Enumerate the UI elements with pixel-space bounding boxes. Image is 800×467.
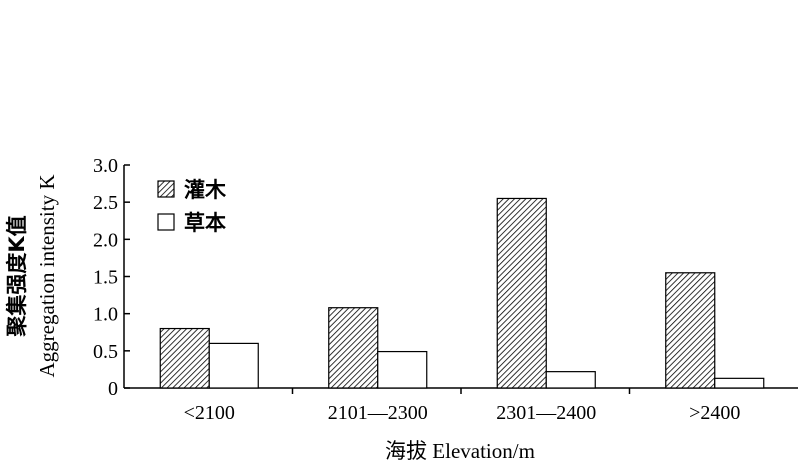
bar-herb-0 <box>208 342 259 389</box>
legend: 灌木 草本 <box>157 178 227 235</box>
x-axis-label: 海拔 Elevation/m <box>385 439 535 463</box>
y-tick-label: 1.0 <box>93 304 118 326</box>
x-tick-label: <2100 <box>184 402 235 424</box>
bar-shrub-0 <box>159 327 210 389</box>
y-tick-label: 2.0 <box>93 229 118 251</box>
bars <box>159 197 765 389</box>
y-tick-label: 1.5 <box>93 267 118 289</box>
x-tick-label: 2301—2400 <box>496 402 596 424</box>
x-tick-label: 2101—2300 <box>328 402 428 424</box>
y-tick-label: 0.5 <box>93 341 118 363</box>
x-tick-label: >2400 <box>689 402 740 424</box>
bar-shrub-1 <box>328 307 379 389</box>
y-tick-label: 0 <box>108 378 118 400</box>
bar-herb-2 <box>545 371 596 389</box>
bar-herb-3 <box>714 377 765 389</box>
y-tick-label: 3.0 <box>93 155 118 177</box>
bar-shrub-2 <box>496 197 547 389</box>
legend-swatch-herb <box>157 213 175 231</box>
y-axis-label-cn: 聚集强度K值 <box>5 215 29 337</box>
y-axis-label-en: Aggregation intensity K <box>35 175 59 378</box>
y-ticks: 0 0.5 1.0 1.5 2.0 2.5 3.0 <box>93 155 130 400</box>
x-ticks: <2100 2101—2300 2301—2400 >2400 <box>184 388 740 424</box>
y-tick-label: 2.5 <box>93 192 118 214</box>
bar-herb-1 <box>377 350 428 389</box>
legend-swatch-shrub <box>157 180 175 198</box>
bar-shrub-3 <box>665 272 716 389</box>
legend-label-herb: 草本 <box>184 211 226 235</box>
legend-label-shrub: 灌木 <box>184 178 227 202</box>
